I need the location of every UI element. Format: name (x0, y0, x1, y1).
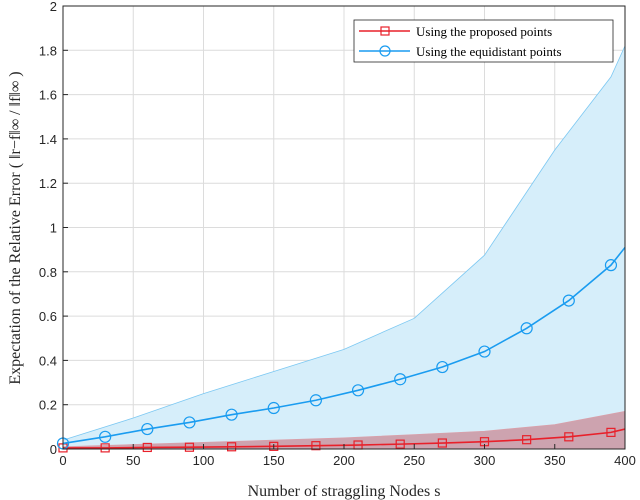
x-tick-label: 300 (474, 453, 496, 468)
data-point-equidistant (267, 401, 280, 415)
data-point-proposed (100, 443, 110, 453)
legend: Using the proposed points Using the equi… (353, 19, 614, 63)
data-point-proposed (564, 432, 574, 442)
x-tick-label: 350 (544, 453, 566, 468)
series-lines (56, 246, 626, 453)
y-tick-label: 1.6 (39, 88, 57, 103)
band-proposed (63, 411, 625, 449)
data-point-equidistant (520, 322, 533, 335)
x-tick-label: 50 (126, 453, 140, 468)
line-proposed (63, 428, 626, 449)
y-tick-label: 0.6 (39, 309, 57, 324)
y-tick-label: 0.8 (39, 265, 57, 280)
band-upper-edge (62, 45, 626, 441)
line-equidistant (62, 246, 626, 445)
legend-label-proposed: Using the proposed points (416, 24, 552, 39)
y-tick-label: 0.2 (39, 398, 57, 413)
x-tick-label: 250 (403, 453, 425, 468)
y-tick-label: 1.8 (39, 43, 57, 58)
data-point-equidistant (309, 394, 322, 407)
x-tick-label: 0 (59, 453, 66, 468)
data-point-equidistant (394, 373, 407, 386)
x-tick-label: 100 (193, 453, 215, 468)
x-tick-label: 200 (333, 453, 355, 468)
y-tick-label: 1.4 (39, 132, 57, 147)
y-tick-label: 0 (50, 442, 57, 457)
data-point-proposed (142, 442, 152, 453)
confidence-bands (62, 45, 626, 450)
band-equidistant (63, 45, 625, 450)
data-point-equidistant (436, 360, 449, 374)
data-point-equidistant (562, 294, 575, 307)
data-point-proposed (437, 438, 447, 448)
y-tick-label: 1 (50, 221, 57, 236)
data-point-equidistant (351, 384, 365, 397)
band-upper-edge (62, 410, 626, 448)
y-tick-label: 1.2 (39, 176, 57, 191)
x-tick-label: 400 (614, 453, 636, 468)
data-point-equidistant (225, 408, 238, 421)
ticks: 0 50 100 150 200 250 300 350 400 0 0.2 0.4 0.6 0.8 1 1.… (39, 0, 636, 468)
legend-label-equidistant: Using the equidistant points (416, 44, 562, 59)
data-point-proposed (606, 427, 616, 437)
data-point-equidistant (183, 416, 196, 429)
legend-marker-square (380, 26, 390, 36)
data-point-equidistant (604, 259, 618, 272)
data-point-proposed (311, 441, 321, 451)
y-axis-label: Expectation of the Relative Error ( ‖r−f… (7, 71, 24, 384)
data-point-equidistant (141, 422, 154, 436)
data-point-proposed (395, 439, 405, 449)
y-tick-label: 0.4 (39, 353, 57, 368)
data-point-equidistant (478, 345, 491, 358)
data-point-proposed (269, 441, 279, 451)
data-point-proposed (227, 442, 237, 452)
y-tick-label: 2 (50, 0, 57, 14)
data-point-proposed (522, 435, 532, 445)
data-point-equidistant (99, 430, 112, 443)
legend-box (353, 19, 614, 63)
data-point-proposed (184, 442, 195, 452)
x-tick-label: 150 (263, 453, 285, 468)
x-axis-label: Number of straggling Nodes s (248, 483, 441, 500)
legend-marker-circle (379, 45, 391, 57)
